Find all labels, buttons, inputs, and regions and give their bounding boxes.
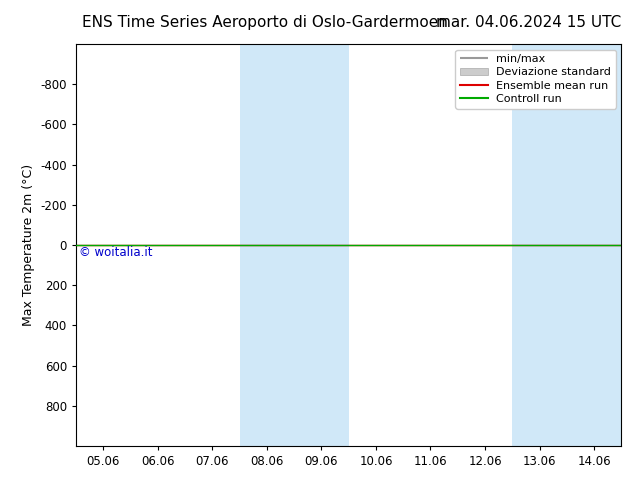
- Text: ENS Time Series Aeroporto di Oslo-Gardermoen: ENS Time Series Aeroporto di Oslo-Garder…: [82, 15, 448, 30]
- Bar: [567, 44, 621, 446]
- Text: © woitalia.it: © woitalia.it: [79, 246, 152, 259]
- Bar: [294, 44, 349, 446]
- Text: mar. 04.06.2024 15 UTC: mar. 04.06.2024 15 UTC: [436, 15, 621, 30]
- Bar: [512, 44, 567, 446]
- Bar: [240, 44, 294, 446]
- Legend: min/max, Deviazione standard, Ensemble mean run, Controll run: min/max, Deviazione standard, Ensemble m…: [455, 49, 616, 109]
- Y-axis label: Max Temperature 2m (°C): Max Temperature 2m (°C): [22, 164, 35, 326]
